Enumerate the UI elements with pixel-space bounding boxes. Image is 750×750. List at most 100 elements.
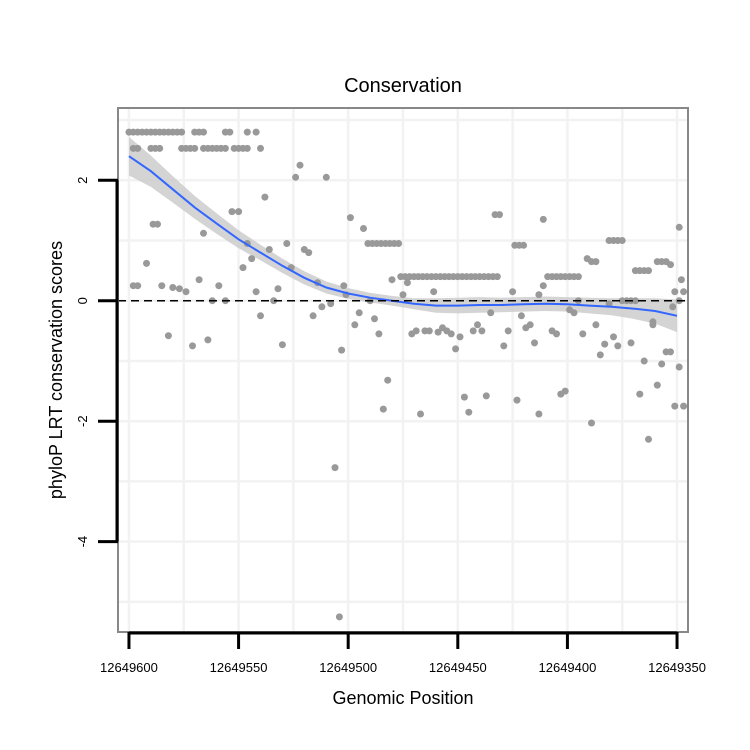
- data-point: [465, 408, 473, 416]
- data-point: [561, 387, 569, 395]
- data-point: [399, 291, 407, 299]
- data-point: [469, 327, 477, 335]
- x-tick-label: 12649450: [429, 660, 487, 675]
- x-axis: 12649600 12649550 12649500 12649450 12649400…: [100, 631, 706, 675]
- y-tick-label: 0: [75, 297, 90, 304]
- data-point: [649, 321, 657, 329]
- data-point: [305, 249, 313, 257]
- data-point: [434, 328, 442, 336]
- data-points: [125, 128, 688, 621]
- data-point: [500, 342, 508, 350]
- data-point: [645, 435, 652, 443]
- data-point: [248, 255, 256, 263]
- y-axis-title: phyloP LRT conservation scores: [46, 241, 66, 499]
- data-point: [417, 410, 424, 418]
- data-point: [627, 339, 635, 347]
- data-point: [327, 300, 335, 308]
- data-point: [671, 288, 679, 296]
- data-point: [412, 327, 420, 335]
- x-axis-title: Genomic Position: [332, 688, 473, 708]
- data-point: [395, 240, 403, 247]
- data-point: [487, 309, 495, 317]
- data-point: [460, 393, 468, 401]
- data-point: [588, 419, 595, 427]
- data-point: [278, 341, 286, 349]
- y-tick-label: -4: [75, 536, 90, 548]
- data-point: [200, 128, 207, 136]
- y-tick-label: 2: [75, 177, 90, 184]
- data-point: [601, 340, 609, 348]
- data-point: [520, 241, 528, 249]
- data-point: [671, 402, 679, 410]
- data-point: [403, 279, 411, 287]
- data-point: [535, 410, 543, 418]
- data-point: [182, 288, 190, 296]
- data-point: [204, 336, 212, 344]
- data-point: [631, 297, 639, 305]
- data-point: [221, 144, 229, 152]
- data-point: [675, 363, 683, 371]
- data-point: [452, 345, 460, 353]
- data-point: [592, 258, 600, 266]
- data-point: [338, 346, 346, 354]
- data-point: [335, 613, 343, 621]
- data-point: [526, 321, 534, 329]
- data-point: [351, 321, 359, 329]
- data-point: [658, 360, 666, 368]
- data-point: [592, 321, 600, 329]
- x-tick-label: 12649350: [648, 660, 706, 675]
- smooth-trend-line: [128, 155, 678, 317]
- data-point: [178, 128, 186, 136]
- data-point: [610, 333, 617, 341]
- data-point: [539, 282, 547, 290]
- data-point: [274, 285, 282, 293]
- data-point: [553, 330, 560, 338]
- x-tick-label: 12649400: [539, 660, 597, 675]
- data-point: [680, 402, 688, 410]
- data-point: [379, 405, 387, 413]
- data-point: [318, 303, 326, 311]
- data-point: [261, 193, 269, 201]
- x-tick-label: 12649600: [100, 660, 158, 675]
- x-tick-label: 12649500: [319, 660, 377, 675]
- data-point: [482, 392, 490, 400]
- data-point: [283, 240, 291, 247]
- data-point: [243, 144, 251, 152]
- y-axis: 2 0 -2 -4: [75, 177, 119, 548]
- data-point: [653, 381, 661, 389]
- data-point: [134, 144, 142, 152]
- data-point: [570, 309, 578, 317]
- x-tick-label: 12649550: [210, 660, 268, 675]
- data-point: [270, 297, 278, 305]
- data-point: [226, 128, 234, 136]
- data-point: [296, 161, 304, 169]
- data-point: [175, 285, 183, 293]
- data-point: [675, 223, 683, 231]
- data-point: [636, 390, 644, 398]
- data-point: [496, 211, 503, 219]
- data-point: [195, 276, 203, 284]
- data-point: [346, 214, 354, 222]
- chart-title: Conservation: [344, 75, 462, 97]
- data-point: [531, 339, 538, 347]
- data-point: [645, 267, 652, 275]
- data-point: [292, 173, 300, 181]
- data-point: [430, 288, 438, 296]
- data-point: [375, 330, 383, 338]
- data-point: [154, 220, 161, 228]
- data-point: [215, 282, 223, 290]
- data-point: [156, 144, 164, 152]
- data-point: [493, 273, 501, 281]
- data-point: [143, 259, 150, 267]
- y-tick-label: -2: [75, 415, 90, 427]
- data-point: [200, 229, 207, 237]
- smooth-line-layer: [128, 155, 678, 317]
- data-point: [164, 332, 172, 340]
- data-point: [340, 282, 348, 290]
- data-point: [614, 342, 622, 350]
- data-point: [257, 144, 264, 152]
- data-point: [513, 396, 521, 404]
- data-point: [667, 348, 674, 356]
